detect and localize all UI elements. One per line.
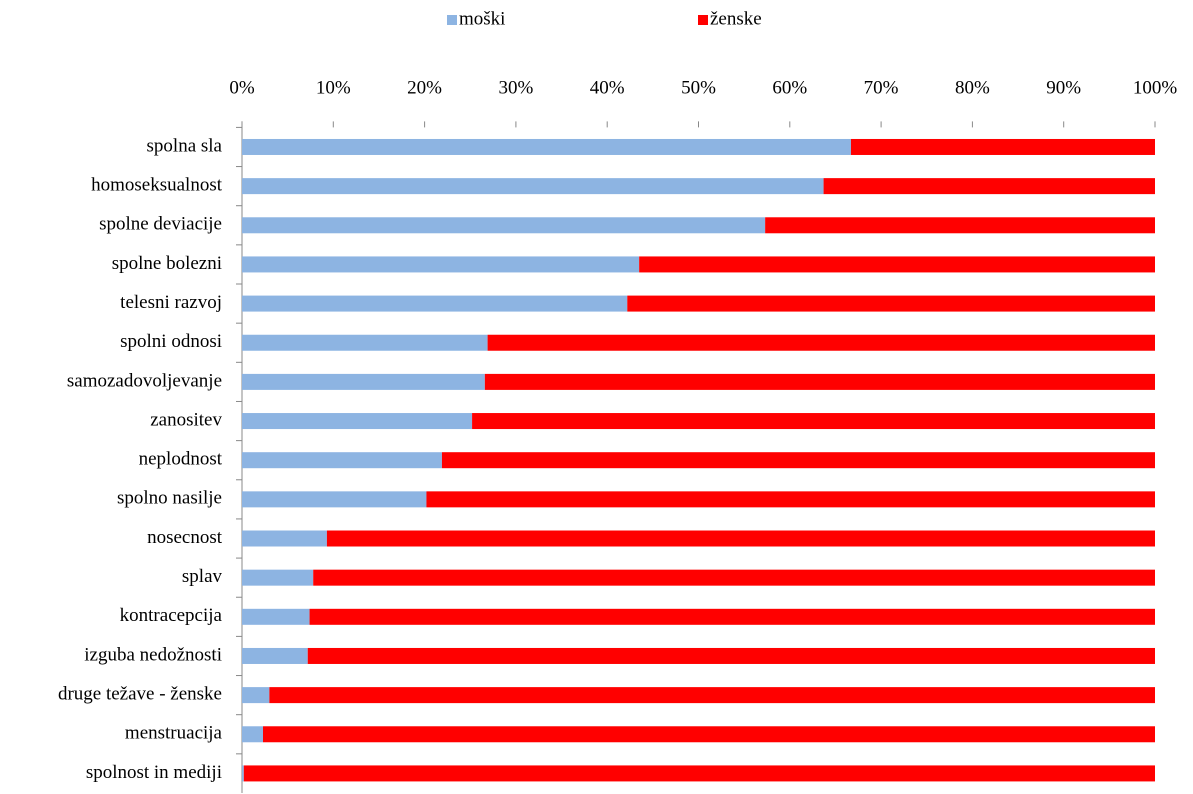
bar — [242, 334, 488, 351]
bar — [426, 491, 1155, 508]
bar — [309, 608, 1155, 625]
x-tick-label: 100% — [1133, 77, 1178, 98]
y-tick-label: spolna sla — [147, 135, 223, 156]
bar — [850, 138, 1155, 155]
bar — [242, 138, 851, 155]
bar — [242, 256, 640, 273]
bar — [242, 217, 766, 234]
x-tick-label: 0% — [229, 77, 255, 98]
bar — [242, 373, 485, 390]
legend-label: moški — [459, 8, 505, 29]
bar — [242, 687, 270, 704]
bar — [823, 178, 1155, 195]
x-tick-label: 30% — [498, 77, 533, 98]
y-tick-label: spolne bolezni — [112, 253, 222, 274]
y-tick-label: spolnost in mediji — [86, 762, 222, 783]
bar — [242, 413, 473, 430]
bar — [242, 765, 244, 782]
x-tick-label: 80% — [955, 77, 990, 98]
bar — [242, 726, 263, 743]
x-tick-label: 40% — [590, 77, 625, 98]
bar — [242, 569, 314, 586]
x-tick-label: 70% — [864, 77, 899, 98]
legend-label: ženske — [710, 8, 762, 29]
bar — [487, 334, 1155, 351]
bar — [242, 178, 824, 195]
legend-swatch — [698, 15, 708, 25]
y-tick-label: neplodnost — [139, 449, 223, 470]
bar — [242, 647, 308, 664]
y-tick-label: homoseksualnost — [91, 174, 223, 195]
bar — [269, 687, 1155, 704]
bar — [243, 765, 1156, 782]
y-tick-label: izguba nedožnosti — [84, 644, 222, 665]
y-tick-label: nosecnost — [147, 527, 223, 548]
bar — [326, 530, 1155, 547]
bar — [484, 373, 1155, 390]
bar — [242, 530, 327, 547]
y-tick-label: spolni odnosi — [120, 331, 222, 352]
x-tick-label: 20% — [407, 77, 442, 98]
x-tick-label: 50% — [681, 77, 716, 98]
bar — [307, 647, 1156, 664]
bar — [262, 726, 1155, 743]
bar — [313, 569, 1155, 586]
x-tick-label: 10% — [316, 77, 351, 98]
y-tick-label: samozadovoljevanje — [67, 370, 222, 391]
y-tick-label: spolno nasilje — [117, 488, 222, 509]
y-tick-label: zanositev — [150, 409, 222, 430]
y-tick-label: splav — [182, 566, 223, 587]
bar — [242, 452, 442, 469]
y-tick-label: kontracepcija — [120, 605, 223, 626]
y-tick-label: spolne deviacije — [99, 214, 222, 235]
bar — [242, 491, 427, 508]
bar — [765, 217, 1155, 234]
x-tick-label: 90% — [1046, 77, 1081, 98]
y-tick-label: menstruacija — [125, 723, 223, 744]
y-tick-label: druge težave - ženske — [58, 683, 222, 704]
legend-swatch — [447, 15, 457, 25]
bar — [242, 608, 310, 625]
y-tick-label: telesni razvoj — [120, 292, 222, 313]
x-tick-label: 60% — [772, 77, 807, 98]
bar — [441, 452, 1155, 469]
bar — [627, 295, 1155, 312]
bar — [242, 295, 628, 312]
bar — [639, 256, 1155, 273]
bar — [472, 413, 1155, 430]
